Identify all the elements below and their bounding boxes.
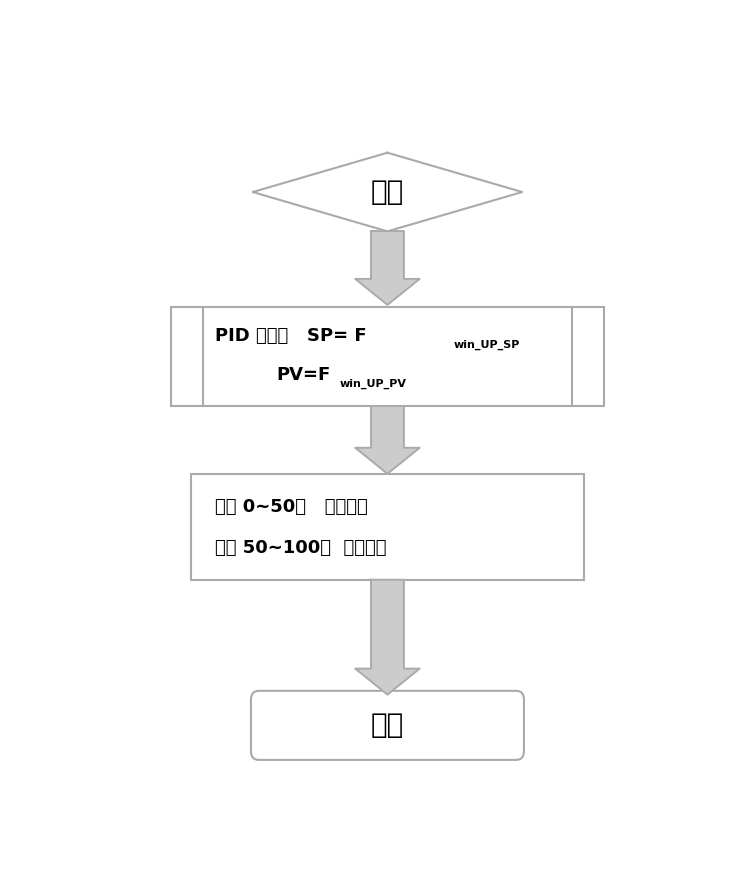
FancyBboxPatch shape xyxy=(251,691,524,760)
Text: 结束: 结束 xyxy=(371,711,404,740)
Polygon shape xyxy=(253,153,522,232)
Text: 分程 0~50：   上层风阀: 分程 0~50： 上层风阀 xyxy=(215,497,367,516)
Polygon shape xyxy=(355,231,420,305)
Bar xyxy=(171,306,604,406)
Text: 分程 50~100：  下层风阀: 分程 50~100： 下层风阀 xyxy=(215,539,386,557)
Text: 开始: 开始 xyxy=(371,178,404,206)
Bar xyxy=(191,474,584,580)
Polygon shape xyxy=(355,406,420,473)
Text: win_UP_PV: win_UP_PV xyxy=(339,379,407,389)
Text: PID 运算：   SP= F: PID 运算： SP= F xyxy=(215,327,366,345)
Text: PV=F: PV=F xyxy=(276,366,330,385)
Polygon shape xyxy=(355,580,420,694)
Text: win_UP_SP: win_UP_SP xyxy=(454,339,520,350)
